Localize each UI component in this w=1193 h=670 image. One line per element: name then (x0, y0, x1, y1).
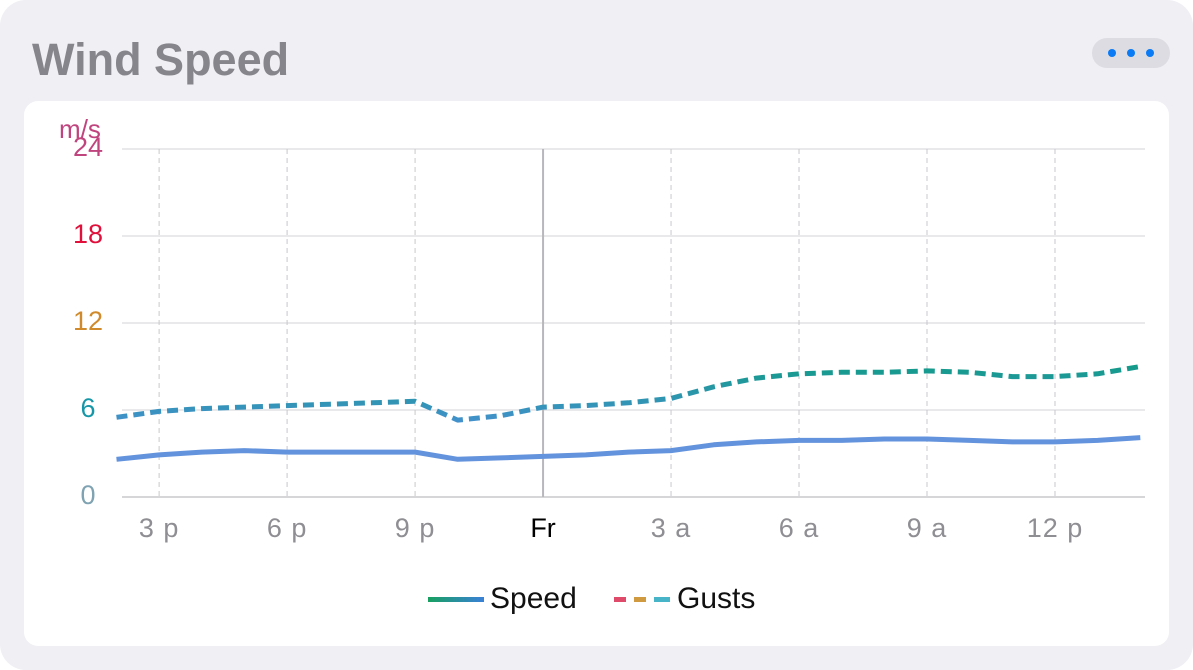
legend: Speed Gusts (428, 582, 755, 615)
dot (1146, 49, 1154, 57)
x-tick-label: 3 p (139, 513, 180, 543)
more-button[interactable] (1092, 38, 1170, 68)
chart-panel (24, 101, 1169, 646)
x-tick-label: 9 a (907, 513, 948, 543)
legend-swatch (634, 597, 646, 602)
x-tick-label: 6 p (267, 513, 308, 543)
x-tick-label: 3 a (651, 513, 692, 543)
x-tick-label: 6 a (779, 513, 820, 543)
legend-label: Gusts (677, 582, 755, 615)
x-tick-label: 9 p (395, 513, 436, 543)
y-tick-label: 0 (80, 480, 95, 510)
widget-title: Wind Speed (32, 34, 289, 85)
series-line (116, 435, 1141, 462)
y-tick-label: 24 (73, 132, 103, 162)
legend-swatch (428, 597, 484, 602)
plot: 0 6 12 18 24 3 p 6 p 9 p Fr 3 a 6 a 9 a 12 p (73, 132, 1145, 543)
y-tick-label: 12 (73, 306, 103, 336)
legend-swatch (614, 597, 626, 602)
x-tick-label: Fr (530, 513, 555, 543)
series-line (116, 364, 1141, 423)
y-axis-unit: m/s (59, 114, 101, 144)
y-tick-label: 6 (80, 393, 95, 423)
x-tick-label: 12 p (1027, 513, 1084, 543)
dot (1127, 49, 1135, 57)
legend-swatch (654, 597, 670, 602)
y-tick-label: 18 (73, 219, 103, 249)
legend-label: Speed (490, 582, 577, 615)
dot (1108, 49, 1116, 57)
